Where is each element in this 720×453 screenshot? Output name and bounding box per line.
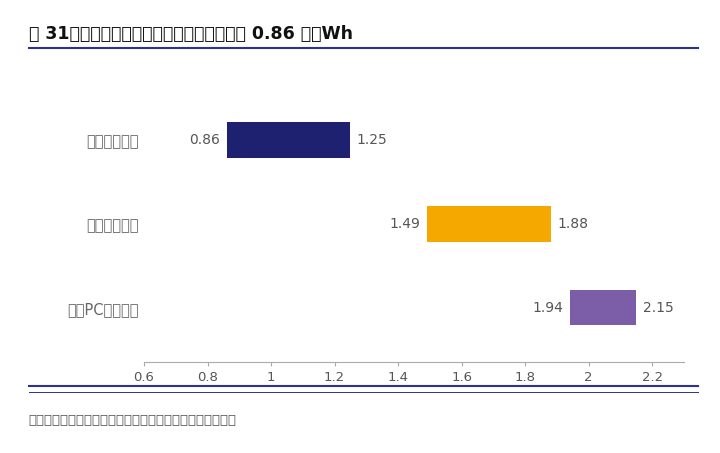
Text: 1.49: 1.49 [390, 217, 420, 231]
Text: 0.86: 0.86 [189, 133, 220, 147]
Text: 图 31、近期中标项目的电池最低价已下探至 0.86 元／Wh: 图 31、近期中标项目的电池最低价已下探至 0.86 元／Wh [29, 25, 353, 43]
Text: 1.88: 1.88 [557, 217, 588, 231]
Text: 资料来源：北极星储能网，兴业证券经济与金融研究院整理: 资料来源：北极星储能网，兴业证券经济与金融研究院整理 [29, 414, 237, 428]
Bar [427, 206, 551, 241]
Text: 2.15: 2.15 [643, 301, 673, 315]
Text: 1.25: 1.25 [357, 133, 387, 147]
Text: 1.94: 1.94 [532, 301, 563, 315]
Bar [227, 122, 351, 158]
Bar [570, 290, 636, 325]
